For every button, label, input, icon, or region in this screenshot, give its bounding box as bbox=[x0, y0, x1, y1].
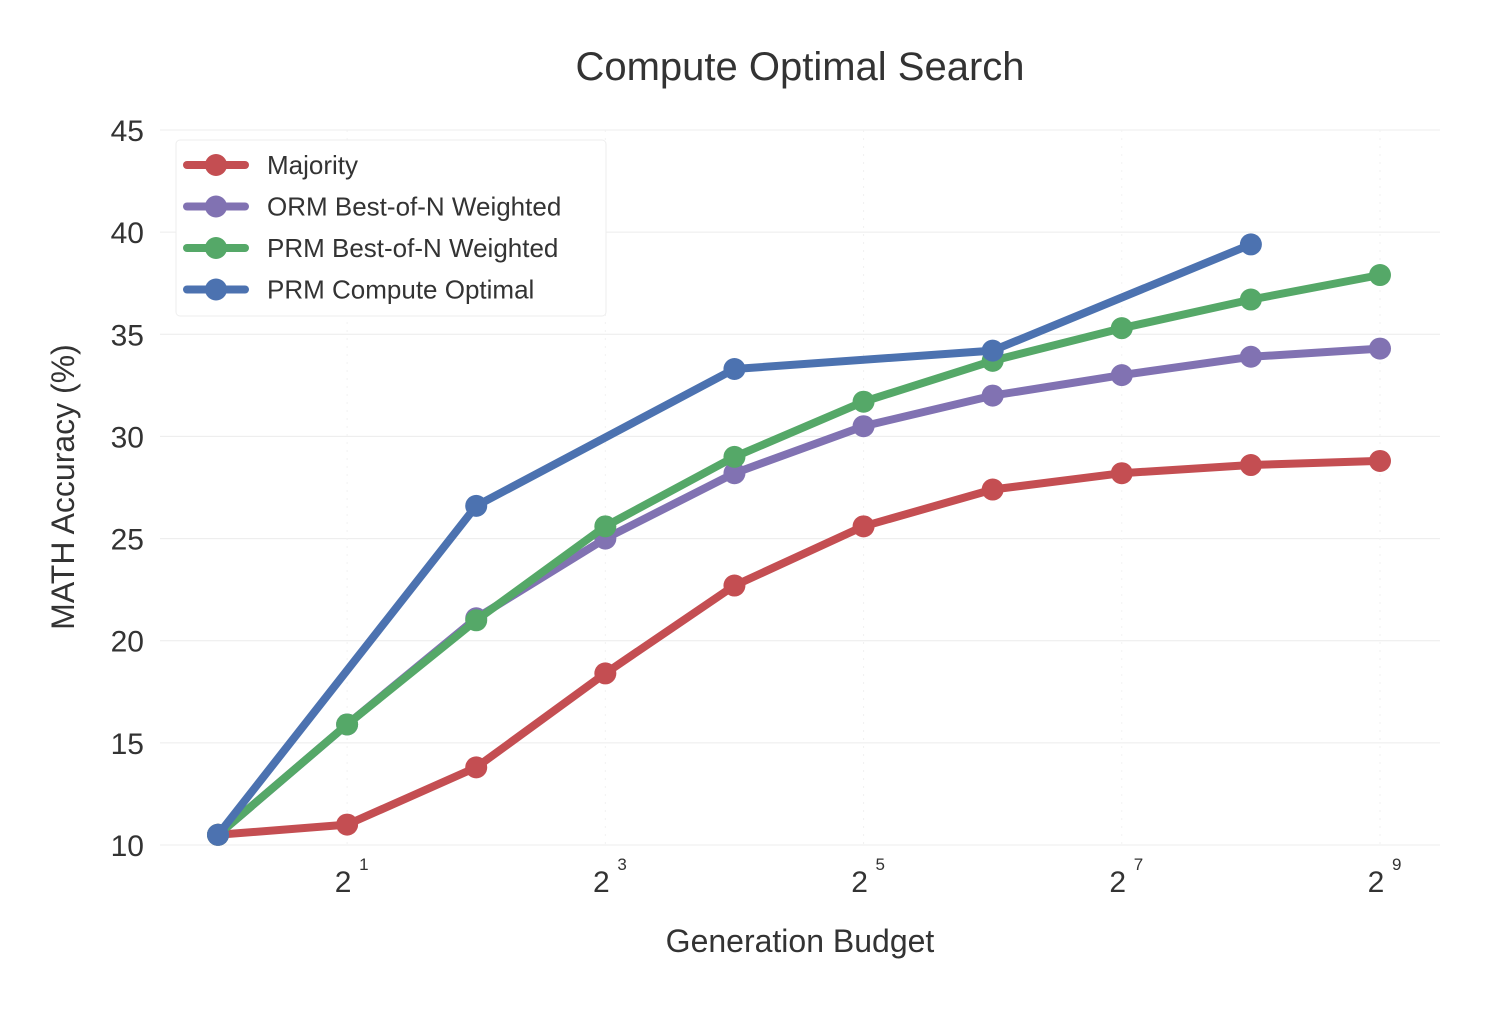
data-point bbox=[1369, 449, 1391, 472]
data-point bbox=[723, 462, 746, 485]
x-tick-base: 2 bbox=[335, 866, 352, 899]
x-tick-base: 2 bbox=[593, 866, 610, 899]
legend-item: PRM Compute Optimal bbox=[183, 275, 534, 305]
data-point bbox=[465, 494, 488, 517]
x-tick-exponent: 5 bbox=[876, 855, 885, 874]
data-point bbox=[465, 609, 488, 632]
data-point bbox=[723, 574, 746, 597]
data-point bbox=[723, 358, 746, 381]
series-line bbox=[214, 344, 1384, 839]
y-tick-label: 15 bbox=[111, 728, 144, 761]
data-point bbox=[465, 756, 488, 779]
series-line bbox=[214, 271, 1384, 839]
data-point bbox=[981, 339, 1004, 362]
data-point bbox=[594, 662, 617, 685]
x-tick-label: 29 bbox=[1368, 855, 1402, 899]
legend-item: Majority bbox=[183, 150, 358, 180]
data-point bbox=[852, 390, 875, 413]
x-tick-exponent: 9 bbox=[1392, 855, 1401, 874]
series-majority bbox=[207, 449, 1391, 846]
y-axis-label: MATH Accuracy (%) bbox=[45, 344, 81, 630]
data-point bbox=[1239, 345, 1262, 368]
data-point bbox=[1239, 233, 1262, 256]
x-tick-base: 2 bbox=[1368, 866, 1385, 899]
legend-swatch-marker bbox=[205, 154, 227, 176]
data-point bbox=[207, 823, 229, 846]
legend-swatch-marker bbox=[205, 278, 227, 301]
x-tick-label: 23 bbox=[593, 855, 627, 899]
x-tick-label: 21 bbox=[335, 855, 369, 899]
data-point bbox=[594, 515, 617, 538]
data-point bbox=[981, 478, 1004, 501]
y-tick-label: 45 bbox=[111, 115, 144, 148]
legend-item: ORM Best-of-N Weighted bbox=[183, 192, 561, 222]
series-orm-best-of-n-weighted bbox=[207, 337, 1391, 846]
x-tick-label: 25 bbox=[851, 855, 885, 899]
series-prm-compute-optimal bbox=[207, 233, 1262, 846]
data-point bbox=[1110, 317, 1133, 340]
data-point bbox=[981, 384, 1004, 407]
legend-swatch-marker bbox=[205, 195, 227, 218]
legend-label: Majority bbox=[267, 150, 358, 180]
series-prm-best-of-n-weighted bbox=[207, 264, 1391, 846]
data-point bbox=[336, 813, 359, 836]
x-tick-label: 27 bbox=[1109, 855, 1143, 899]
data-point bbox=[852, 415, 875, 438]
x-tick-base: 2 bbox=[851, 866, 868, 899]
legend-label: PRM Compute Optimal bbox=[267, 275, 534, 305]
data-point bbox=[1369, 264, 1391, 287]
data-point bbox=[1369, 337, 1391, 360]
data-point bbox=[852, 515, 875, 538]
y-tick-label: 35 bbox=[111, 319, 144, 352]
legend-label: ORM Best-of-N Weighted bbox=[267, 192, 561, 222]
legend-box bbox=[175, 139, 607, 317]
series-line bbox=[214, 456, 1384, 839]
x-tick-exponent: 7 bbox=[1134, 855, 1143, 874]
x-tick-exponent: 1 bbox=[359, 855, 368, 874]
x-axis-label: Generation Budget bbox=[666, 923, 935, 959]
legend-item: PRM Best-of-N Weighted bbox=[183, 233, 558, 263]
data-point bbox=[1110, 364, 1133, 387]
legend-swatch-marker bbox=[205, 237, 227, 259]
data-point bbox=[1239, 288, 1262, 311]
data-point bbox=[336, 713, 359, 736]
y-tick-label: 10 bbox=[111, 830, 144, 863]
y-tick-label: 20 bbox=[111, 626, 144, 659]
x-tick-base: 2 bbox=[1109, 866, 1126, 899]
y-tick-label: 30 bbox=[111, 421, 144, 454]
data-point bbox=[1239, 454, 1262, 477]
y-tick-label: 40 bbox=[111, 217, 144, 250]
data-point bbox=[1110, 462, 1133, 485]
legend-label: PRM Best-of-N Weighted bbox=[267, 233, 558, 263]
chart-title: Compute Optimal Search bbox=[575, 45, 1024, 89]
y-tick-label: 25 bbox=[111, 524, 144, 557]
x-tick-exponent: 3 bbox=[617, 855, 626, 874]
data-point bbox=[723, 445, 746, 468]
